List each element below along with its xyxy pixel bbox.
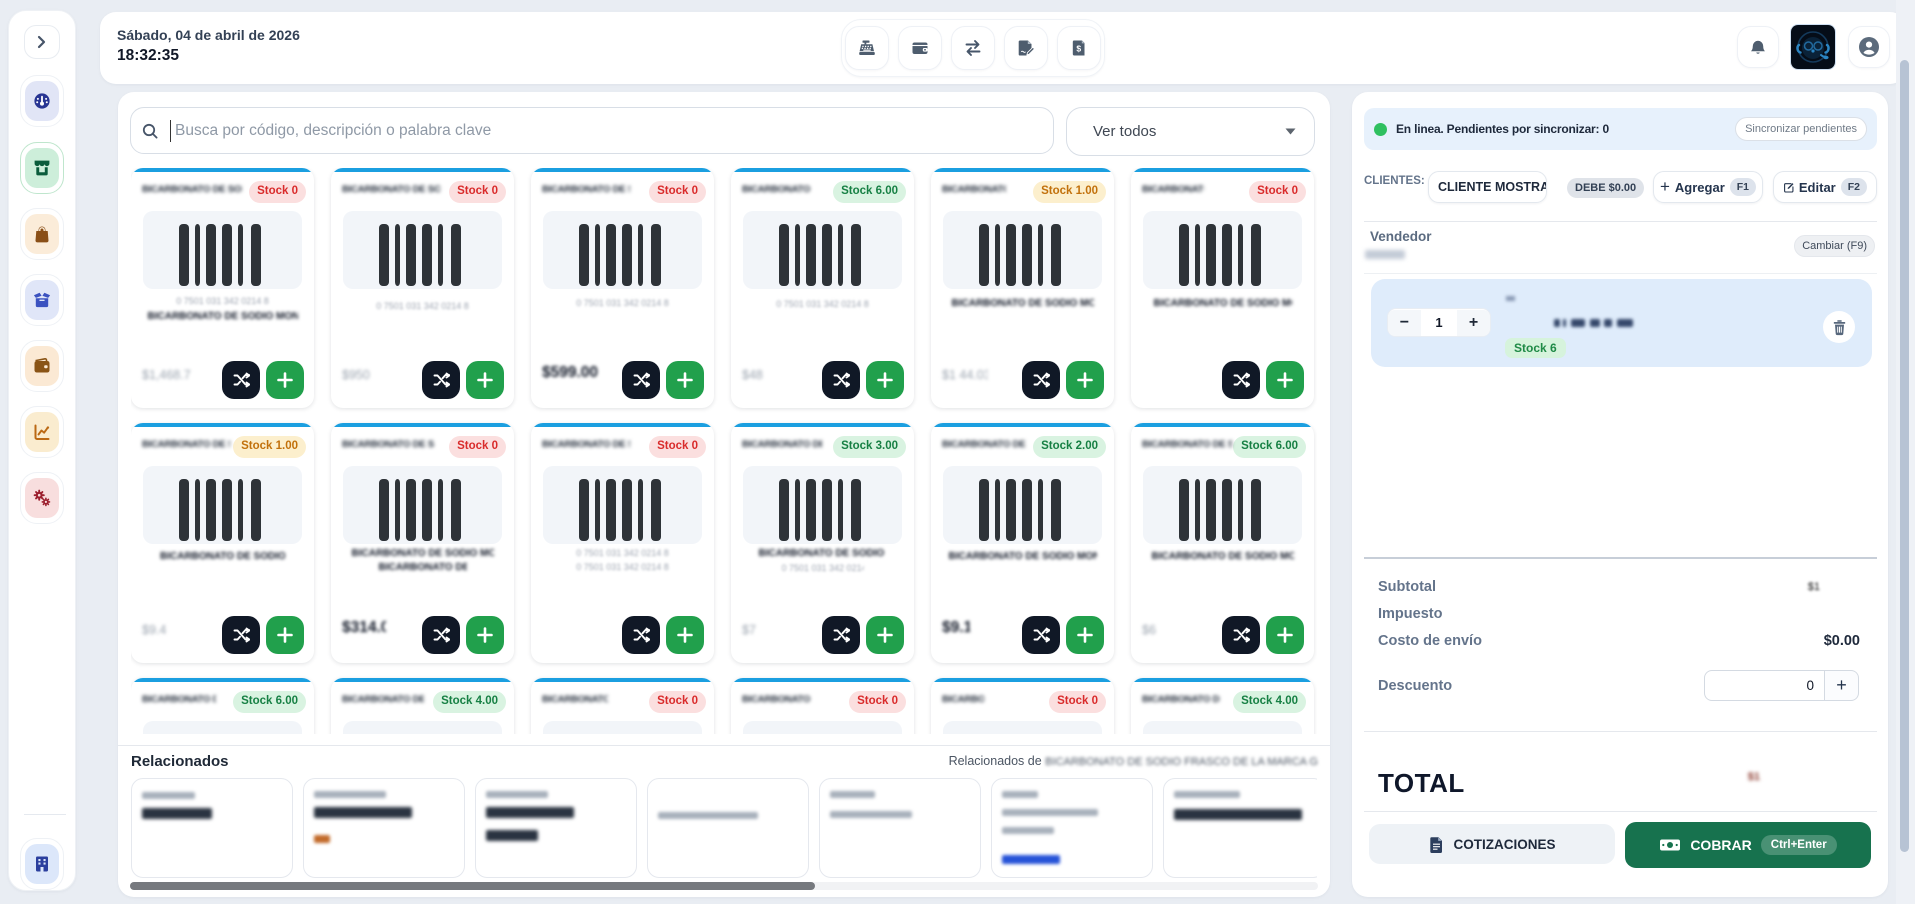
svg-text:$: $ bbox=[1076, 43, 1081, 53]
